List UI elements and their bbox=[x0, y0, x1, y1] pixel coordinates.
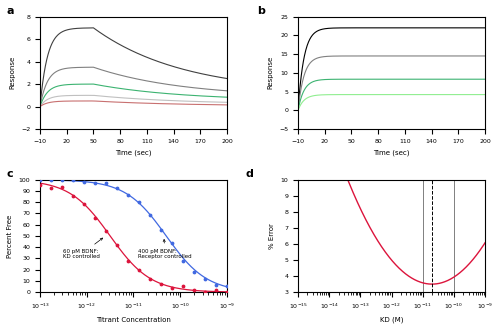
Point bbox=[91, 216, 99, 221]
Point bbox=[36, 177, 44, 182]
Point bbox=[135, 200, 143, 205]
Point bbox=[69, 193, 77, 198]
Bar bbox=[422, 180, 454, 292]
Point bbox=[179, 283, 187, 289]
Point bbox=[157, 282, 165, 287]
Point bbox=[201, 276, 209, 281]
Point bbox=[190, 288, 198, 293]
Point bbox=[212, 288, 220, 293]
Text: b: b bbox=[257, 6, 265, 16]
Point bbox=[146, 277, 154, 282]
Point bbox=[91, 181, 99, 186]
Point bbox=[212, 282, 220, 288]
Point bbox=[157, 227, 165, 232]
Point bbox=[135, 267, 143, 272]
X-axis label: Time (sec): Time (sec) bbox=[115, 149, 152, 156]
Point bbox=[179, 259, 187, 264]
Y-axis label: Percent Free: Percent Free bbox=[7, 214, 13, 258]
Point bbox=[124, 193, 132, 198]
Point bbox=[146, 213, 154, 218]
X-axis label: Titrant Concentration: Titrant Concentration bbox=[96, 317, 171, 323]
Point bbox=[36, 182, 44, 187]
Point bbox=[102, 180, 110, 185]
Point bbox=[102, 228, 110, 234]
Point bbox=[113, 242, 121, 248]
Text: 60 pM BDNF:
KD controlled: 60 pM BDNF: KD controlled bbox=[64, 238, 102, 259]
Y-axis label: Response: Response bbox=[268, 56, 274, 89]
Y-axis label: Response: Response bbox=[10, 56, 16, 89]
Point bbox=[223, 284, 231, 289]
Y-axis label: % Error: % Error bbox=[269, 223, 275, 249]
Text: c: c bbox=[6, 169, 13, 179]
Text: d: d bbox=[246, 169, 254, 179]
X-axis label: Time (sec): Time (sec) bbox=[374, 149, 410, 156]
Point bbox=[80, 201, 88, 207]
Text: 400 pM BDNF:
Receptor controlled: 400 pM BDNF: Receptor controlled bbox=[138, 239, 192, 259]
Point bbox=[80, 179, 88, 185]
Point bbox=[47, 185, 55, 191]
Point bbox=[223, 290, 231, 295]
Point bbox=[168, 286, 176, 291]
Text: a: a bbox=[6, 6, 14, 16]
Point bbox=[58, 177, 66, 182]
Point bbox=[190, 270, 198, 275]
Point bbox=[113, 185, 121, 190]
Point bbox=[168, 241, 176, 246]
Point bbox=[58, 184, 66, 190]
Point bbox=[124, 259, 132, 264]
Point bbox=[69, 177, 77, 182]
X-axis label: KD (M): KD (M) bbox=[380, 317, 404, 323]
Point bbox=[47, 178, 55, 183]
Point bbox=[201, 290, 209, 295]
